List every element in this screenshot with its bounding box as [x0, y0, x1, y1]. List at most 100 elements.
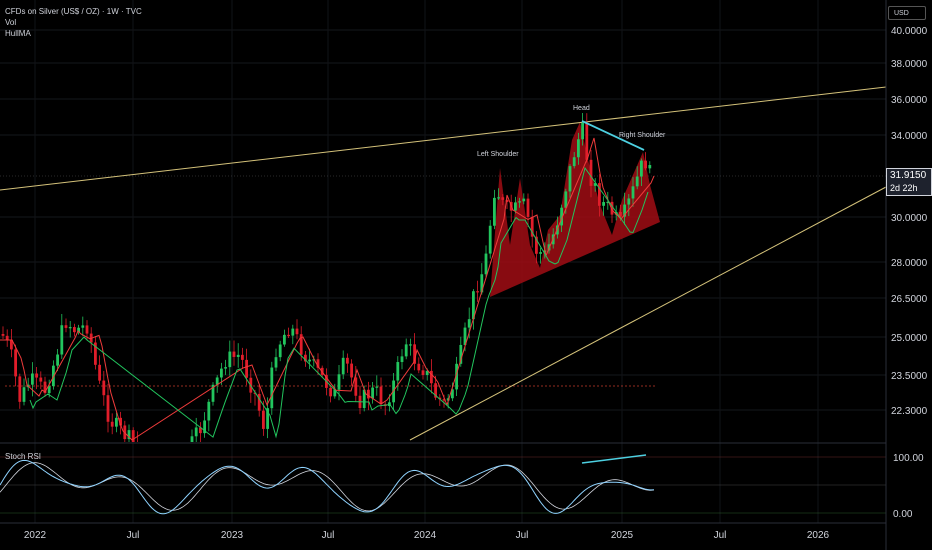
candle-body: [333, 389, 337, 397]
candle-body: [484, 253, 488, 275]
candle-body: [614, 211, 618, 215]
candle-body: [367, 389, 370, 399]
symbol-title[interactable]: CFDs on Silver (US$ / OZ) · 1W · TVC: [5, 7, 142, 16]
candle-body: [73, 327, 76, 333]
bar-countdown: 2d 22h: [890, 183, 918, 193]
price-tick-label: 22.3000: [891, 406, 928, 417]
candle-body: [77, 327, 80, 333]
candle-body: [299, 334, 303, 355]
candle-body: [287, 334, 290, 337]
candle-body: [480, 274, 484, 293]
candle-body: [505, 199, 509, 203]
candle-body: [232, 351, 236, 357]
candle-body: [526, 198, 530, 217]
time-tick-label: 2024: [414, 530, 437, 541]
candle-body: [379, 386, 383, 405]
time-tick-label: 2026: [807, 530, 830, 541]
candle-body: [463, 327, 467, 345]
stoch-axis: 100.00 0.00: [893, 453, 924, 520]
stoch-rsi-k-line: [0, 459, 655, 515]
candle-body: [404, 344, 408, 357]
head-to-shoulder-line: [581, 120, 645, 151]
candle-body: [539, 252, 542, 254]
hullma-line-red: [0, 137, 655, 441]
candle-body: [455, 363, 458, 390]
candle-body: [459, 344, 463, 364]
candle-body: [371, 387, 374, 399]
candle-body: [274, 357, 278, 368]
candle-body: [64, 325, 68, 328]
candle-body: [190, 436, 194, 442]
candle-body: [43, 381, 47, 394]
last-price-tag: 31.9150 2d 22h: [886, 168, 932, 196]
candle-body: [127, 430, 131, 440]
candle-body: [577, 139, 580, 158]
candle-body: [10, 339, 13, 350]
candle-body: [262, 410, 265, 429]
stoch-rsi-label[interactable]: Stoch RSI: [5, 452, 42, 461]
time-tick-label: Jul: [322, 530, 335, 541]
candle-body: [81, 325, 85, 328]
stoch-rsi-d-line: [0, 462, 655, 512]
candle-body: [648, 165, 652, 169]
annotation-right-shoulder: Right Shoulder: [619, 132, 666, 139]
candle-body: [593, 183, 597, 186]
price-tick-label: 30.0000: [891, 213, 928, 224]
candle-body: [68, 327, 72, 329]
candle-body: [535, 236, 538, 254]
candle-body: [606, 201, 610, 204]
candle-body: [110, 421, 114, 427]
candle-body: [35, 373, 38, 378]
time-tick-label: Jul: [516, 530, 529, 541]
candle-body: [1, 334, 5, 336]
candle-body: [442, 399, 446, 401]
candle-body: [610, 201, 614, 215]
volume-indicator-label[interactable]: Vol: [5, 18, 17, 27]
upper-trendline: [0, 86, 887, 191]
candle-body: [493, 197, 496, 226]
price-tick-label: 28.0000: [891, 258, 928, 269]
candle-body: [329, 387, 332, 397]
candle-body: [560, 207, 563, 226]
time-tick-label: 2023: [221, 530, 244, 541]
candle-body: [270, 367, 274, 409]
candle-body: [31, 373, 34, 385]
hullma-indicator-label[interactable]: HullMA: [5, 29, 31, 38]
price-axis[interactable]: 40.0000 38.0000 36.0000 34.0000 30.0000 28.00…: [891, 26, 928, 417]
candle-body: [518, 201, 521, 203]
time-tick-label: 2025: [611, 530, 634, 541]
candle-body: [283, 334, 286, 345]
chart-legend: CFDs on Silver (US$ / OZ) · 1W · TVC Vol…: [5, 6, 142, 39]
stoch-tick-label: 0.00: [893, 509, 913, 520]
candle-body: [337, 374, 341, 390]
candle-body: [312, 359, 316, 361]
candle-body: [413, 344, 416, 364]
candle-body: [581, 122, 584, 140]
candle-body: [5, 335, 9, 340]
candle-body: [56, 354, 59, 366]
hullma-line-green: [29, 166, 649, 439]
grid: [0, 0, 886, 523]
candle-body: [236, 354, 240, 357]
candle-body: [98, 364, 101, 381]
candle-body: [434, 383, 437, 398]
candle-body: [228, 351, 232, 368]
candle-body: [266, 408, 269, 429]
candle-body: [119, 417, 122, 426]
candle-body: [362, 389, 366, 409]
time-axis[interactable]: 2022 Jul 2023 Jul 2024 Jul 2025 Jul 2026: [24, 530, 830, 541]
candle-body: [341, 357, 345, 375]
price-tick-label: 23.5000: [891, 371, 928, 382]
annotation-left-shoulder: Left Shoulder: [477, 151, 519, 158]
candle-body: [316, 359, 320, 368]
candle-body: [501, 197, 505, 200]
price-tick-label: 34.0000: [891, 131, 928, 142]
candle-body: [131, 430, 135, 442]
candle-body: [623, 204, 626, 217]
currency-selector[interactable]: USD: [888, 6, 926, 20]
candle-body: [47, 386, 51, 394]
candle-body: [245, 359, 248, 378]
candle-body: [564, 191, 568, 208]
candle-body: [94, 342, 97, 365]
